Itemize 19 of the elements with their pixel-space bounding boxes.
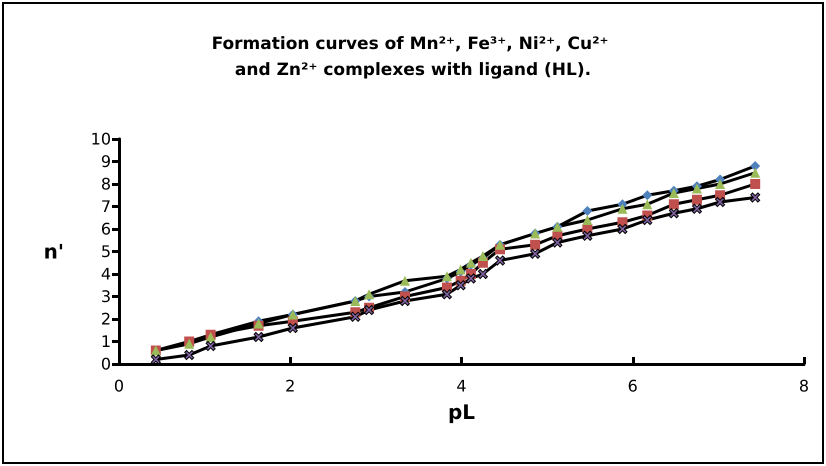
y-tick-label: 5 <box>100 242 111 261</box>
y-tick-label: 7 <box>100 197 111 216</box>
y-tick-label: 9 <box>100 152 111 171</box>
chart-title: Formation curves of Mn²⁺, Fe³⁺, Ni²⁺, Cu²⁺ and Zn²⁺ complexes with ligand (HL). <box>212 34 614 80</box>
x-tick-label: 2 <box>285 376 296 396</box>
x-tick-label: 4 <box>456 376 467 396</box>
y-tick-label: 2 <box>100 310 111 328</box>
x-tick-label: 6 <box>628 376 638 396</box>
y-tick-label: 8 <box>100 174 111 194</box>
y-tick-label: 10 <box>90 130 111 148</box>
y-tick-label: 0 <box>100 354 111 374</box>
x-tick-label: 8 <box>798 376 810 396</box>
y-tick-label: 4 <box>100 264 111 284</box>
x-tick-label: 0 <box>114 376 124 396</box>
y-axis-title: n' <box>44 240 64 264</box>
x-axis-title: pL <box>448 400 476 424</box>
y-tick-label: 1 <box>100 332 111 351</box>
y-tick-label: 3 <box>100 287 111 306</box>
y-tick-label: 6 <box>100 220 111 238</box>
